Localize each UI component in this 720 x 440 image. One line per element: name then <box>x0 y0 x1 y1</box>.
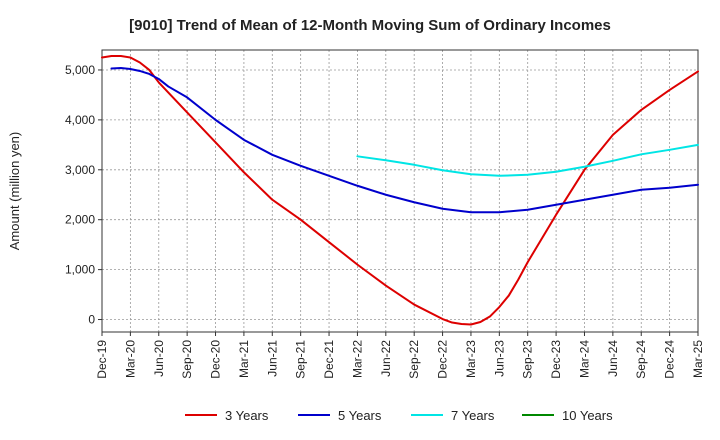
chart-title: [9010] Trend of Mean of 12-Month Moving … <box>129 17 611 34</box>
y-tick-label: 3,000 <box>65 163 95 177</box>
legend-label: 7 Years <box>451 408 495 423</box>
plot-frame <box>101 49 699 333</box>
x-tick-label: Mar-23 <box>464 340 478 378</box>
x-tick-label: Dec-23 <box>549 340 563 379</box>
series-line-7-years <box>356 143 699 177</box>
x-tick-label: Dec-22 <box>436 340 450 379</box>
y-tick-label: 0 <box>88 313 95 327</box>
x-tick-label: Jun-23 <box>492 340 506 377</box>
x-tick-label: Jun-24 <box>606 340 620 377</box>
x-tick-label: Mar-20 <box>123 340 137 378</box>
y-tick-label: 5,000 <box>65 63 95 77</box>
series-line-5-years <box>110 66 699 214</box>
x-tick-label: Jun-22 <box>379 340 393 377</box>
series-line-3-years <box>101 54 699 326</box>
legend-label: 3 Years <box>225 408 269 423</box>
x-tick-label: Mar-22 <box>350 340 364 378</box>
x-tick-label: Sep-23 <box>521 340 535 379</box>
x-tick-label: Dec-20 <box>209 340 223 379</box>
x-tick-label: Sep-21 <box>294 340 308 379</box>
x-tick-label: Mar-24 <box>577 340 591 378</box>
x-tick-label: Sep-22 <box>407 340 421 379</box>
y-tick-label: 1,000 <box>65 263 95 277</box>
y-tick-label: 2,000 <box>65 213 95 227</box>
y-axis-label: Amount (million yen) <box>7 132 22 251</box>
x-tick-label: Sep-24 <box>634 340 648 379</box>
y-tick-label: 4,000 <box>65 113 95 127</box>
legend: 3 Years 5 Years 7 Years 10 Years <box>185 408 613 423</box>
x-tick-label: Mar-25 <box>691 340 705 378</box>
x-tick-label: Sep-20 <box>180 340 194 379</box>
x-tick-label: Jun-20 <box>152 340 166 377</box>
x-tick-label: Dec-24 <box>663 340 677 379</box>
legend-label: 10 Years <box>562 408 613 423</box>
x-tick-label: Mar-21 <box>237 340 251 378</box>
plot-area: 0 1,000 2,000 3,000 4,000 5,000 Dec-19 Mar-20 Ju… <box>65 49 705 379</box>
x-tick-label: Jun-21 <box>265 340 279 377</box>
x-tick-label: Dec-19 <box>95 340 109 379</box>
legend-label: 5 Years <box>338 408 382 423</box>
x-tick-label: Dec-21 <box>322 340 336 379</box>
